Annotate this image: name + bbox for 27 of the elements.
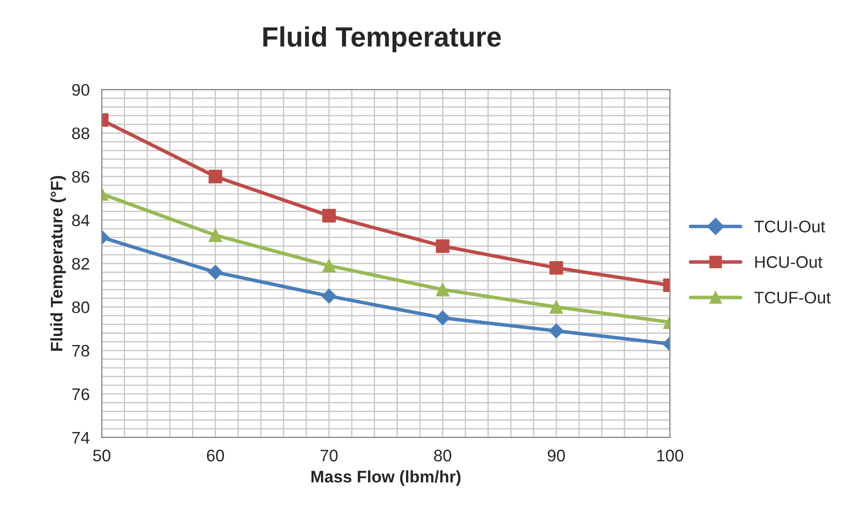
point: [322, 208, 336, 222]
y-tick-label: 82: [72, 258, 90, 270]
x-tick-label: 90: [548, 450, 565, 462]
y-tick-label: 74: [72, 432, 90, 444]
y-axis-title: Fluid Temperature (°F): [50, 176, 66, 351]
legend-label: TCUI-Out: [754, 220, 826, 232]
legend-label: TCUF-Out: [754, 292, 831, 304]
y-tick-label: 88: [72, 127, 90, 140]
x-tick-label: 100: [657, 450, 684, 462]
point: [436, 282, 450, 296]
chart-title: Fluid Temperature: [263, 26, 501, 52]
x-tick-label: 60: [206, 450, 224, 462]
point: [322, 258, 336, 272]
x-tick-label: 50: [93, 450, 110, 462]
y-tick-label: 78: [72, 344, 90, 357]
y-tick-label: 76: [72, 388, 90, 400]
x-tick-label: 70: [320, 450, 338, 462]
y-tick-label: 90: [72, 84, 90, 96]
legend-label: HCU-Out: [755, 256, 822, 268]
point: [436, 239, 450, 253]
y-tick-label: 84: [72, 214, 90, 226]
x-axis-title: Mass Flow (lbm/hr): [311, 470, 460, 486]
y-tick-label: 86: [72, 170, 90, 183]
y-tick-label: 80: [72, 301, 90, 314]
point: [435, 310, 450, 326]
x-tick-label: 80: [434, 450, 452, 462]
point: [322, 288, 336, 304]
